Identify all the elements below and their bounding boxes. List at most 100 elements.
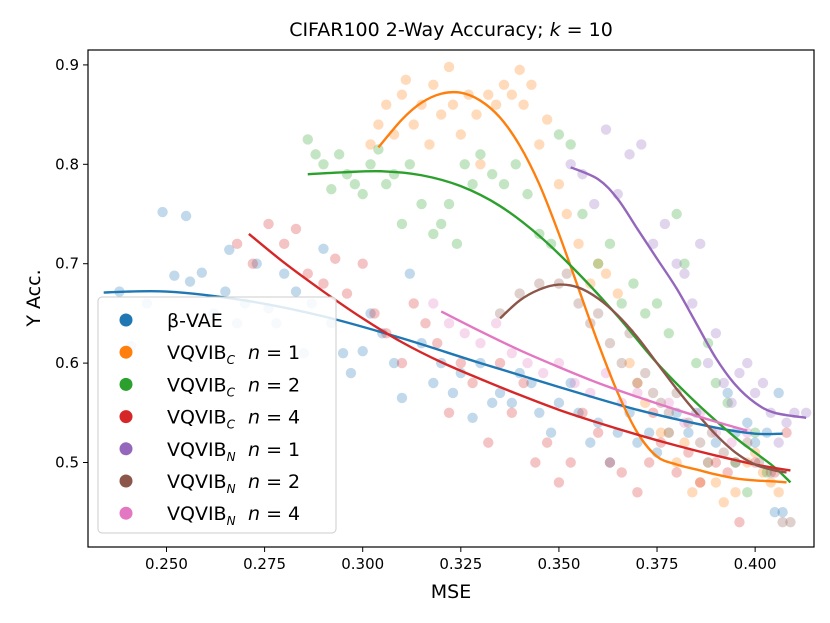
data-point: [169, 270, 180, 281]
data-point: [408, 119, 419, 130]
data-point: [310, 149, 321, 160]
data-point: [357, 188, 368, 200]
x-tick-label: 0.350: [537, 555, 580, 573]
data-point: [455, 357, 467, 369]
data-point: [722, 387, 733, 399]
series-trend-line-6: [440, 310, 748, 432]
series-trend-line-5: [499, 283, 787, 474]
data-point: [702, 357, 714, 369]
data-point: [404, 159, 415, 170]
data-point: [632, 377, 643, 389]
data-point: [671, 208, 682, 220]
data-point: [337, 347, 349, 359]
data-point: [534, 278, 545, 289]
x-tick-label: 0.275: [243, 555, 286, 573]
data-point: [506, 397, 518, 409]
data-point: [781, 427, 792, 438]
data-point: [655, 427, 667, 438]
data-point: [416, 198, 427, 210]
data-point: [526, 79, 537, 90]
data-point: [710, 377, 722, 389]
data-point: [381, 178, 392, 190]
data-point: [553, 397, 565, 409]
data-point: [333, 149, 345, 160]
data-point: [592, 308, 604, 319]
data-point: [467, 412, 478, 423]
data-point: [396, 218, 408, 230]
series-points-1: [365, 61, 784, 508]
data-point: [435, 109, 447, 120]
data-point: [443, 407, 455, 419]
data-point: [357, 345, 368, 357]
series-points-2: [302, 129, 773, 498]
legend-label: VQVIBN n = 4: [167, 503, 300, 528]
data-point: [734, 367, 745, 379]
data-point: [604, 338, 616, 349]
legend-label: VQVIBC n = 4: [167, 407, 300, 432]
y-tick-label: 0.5: [55, 454, 79, 472]
data-point: [553, 129, 565, 140]
data-point: [494, 387, 506, 399]
data-point: [467, 178, 478, 190]
data-point: [494, 357, 506, 369]
data-point: [365, 139, 376, 150]
data-point: [663, 427, 674, 438]
data-point: [318, 159, 329, 170]
data-point: [247, 258, 259, 269]
data-point: [459, 159, 470, 170]
data-point: [624, 149, 635, 160]
data-point: [636, 139, 647, 150]
data-point: [663, 328, 674, 339]
data-point: [475, 159, 486, 170]
data-point: [761, 427, 773, 438]
data-point: [424, 139, 435, 150]
data-point: [643, 457, 655, 468]
x-tick-label: 0.250: [145, 555, 188, 573]
data-point: [279, 268, 290, 279]
data-point: [443, 318, 455, 329]
x-axis: 0.250 0.275 0.300 0.325 0.350 0.375 0.400: [145, 547, 777, 573]
data-point: [408, 298, 419, 309]
data-point: [679, 437, 690, 448]
data-point: [565, 457, 576, 468]
data-point: [455, 129, 467, 140]
legend-frame: [97, 296, 337, 534]
data-point: [506, 407, 518, 419]
data-point: [757, 467, 769, 478]
legend-item: VQVIBC n = 1: [119, 342, 300, 367]
data-point: [506, 347, 518, 359]
data-point: [659, 218, 671, 230]
data-point: [585, 437, 596, 448]
data-point: [545, 238, 557, 250]
data-point: [302, 268, 313, 279]
data-point: [251, 258, 262, 269]
data-point: [541, 114, 553, 125]
series-trend-line-4: [570, 166, 807, 419]
y-tick-label: 0.8: [55, 155, 79, 173]
data-point: [577, 407, 588, 419]
data-point: [369, 308, 380, 319]
legend-item: VQVIBN n = 4: [119, 503, 300, 528]
data-point: [702, 457, 714, 468]
data-point: [498, 79, 510, 90]
legend-label: VQVIBC n = 1: [167, 342, 300, 367]
x-tick-label: 0.325: [439, 555, 482, 573]
data-point: [730, 487, 741, 498]
legend-item: VQVIBN n = 2: [119, 471, 300, 496]
data-point: [518, 377, 529, 389]
data-point: [632, 487, 643, 498]
data-point: [679, 268, 690, 279]
data-point: [734, 516, 745, 528]
data-point: [196, 267, 208, 278]
data-point: [749, 387, 761, 399]
data-point: [604, 457, 616, 468]
data-point: [683, 427, 694, 438]
y-tick-label: 0.9: [55, 56, 79, 74]
data-point: [671, 467, 682, 478]
data-point: [616, 298, 627, 309]
data-point: [302, 134, 313, 145]
data-point: [561, 268, 572, 279]
data-point: [691, 357, 702, 369]
data-point: [647, 238, 659, 250]
